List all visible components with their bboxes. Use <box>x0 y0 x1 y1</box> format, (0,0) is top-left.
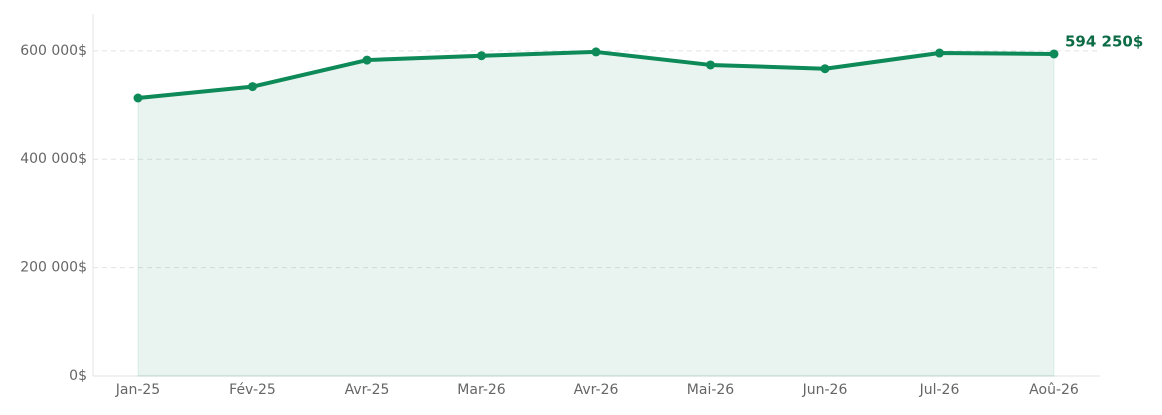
x-tick-label: Jan-25 <box>115 382 160 398</box>
x-tick-label: Jun-26 <box>802 382 848 398</box>
x-tick-label: Aoû-26 <box>1029 382 1079 398</box>
value-label: 594 250$ <box>1065 32 1143 50</box>
x-tick-label: Mar-26 <box>457 382 505 398</box>
area <box>137 51 1055 377</box>
point <box>935 48 944 58</box>
x-tick-label: Mai-26 <box>687 382 735 398</box>
y-tick-label: 200 000$ <box>20 260 87 276</box>
y-tick-label: 400 000$ <box>20 151 87 167</box>
point <box>362 55 372 65</box>
y-tick-label: 0$ <box>69 368 87 384</box>
point <box>477 51 486 61</box>
x-tick-label: Avr-25 <box>345 382 390 398</box>
point <box>820 64 830 74</box>
x-tick-label: Avr-26 <box>574 382 619 398</box>
point <box>133 93 143 103</box>
point <box>248 82 257 92</box>
y-tick-label: 600 000$ <box>20 43 87 59</box>
point <box>591 47 601 57</box>
x-tick-label: Jul-26 <box>919 382 960 398</box>
point <box>1049 49 1059 59</box>
point <box>706 60 715 70</box>
x-tick-label: Fév-25 <box>229 382 276 398</box>
